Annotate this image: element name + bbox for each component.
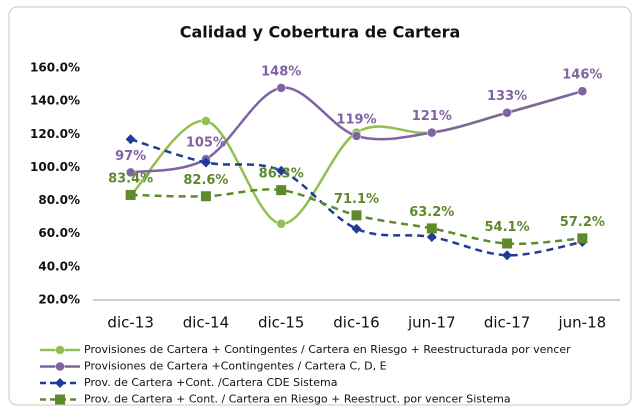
y-tick-label: 40.0% [38, 259, 80, 273]
x-tick-label: jun-17 [407, 314, 456, 332]
point [201, 116, 211, 126]
data-label: 119% [336, 112, 376, 127]
legend-marker [55, 361, 65, 372]
point [577, 86, 588, 96]
x-tick-label: dic-14 [183, 314, 229, 332]
point [502, 250, 513, 261]
x-tick-label: jun-18 [558, 314, 607, 332]
legend-label: Prov. de Cartera +Cont. /Cartera CDE Sis… [84, 376, 337, 389]
point [427, 127, 437, 138]
y-tick-label: 140.0% [30, 94, 80, 108]
point [426, 232, 437, 243]
data-label: 83.4% [108, 171, 153, 186]
point [426, 223, 437, 234]
data-label: 71.1% [334, 192, 379, 207]
data-label: 54.1% [485, 220, 530, 235]
data-label: 82.6% [183, 173, 228, 188]
point [502, 107, 512, 118]
point [125, 189, 136, 200]
y-tick-label: 80.0% [38, 193, 80, 207]
point [276, 83, 286, 93]
x-tick-label: dic-17 [484, 314, 530, 332]
data-label: 105% [186, 136, 226, 151]
point [351, 223, 362, 234]
data-label: 146% [562, 68, 602, 83]
chart-frame [8, 6, 632, 406]
data-label: 86.3% [259, 167, 304, 182]
x-tick-label: dic-13 [107, 314, 153, 332]
y-tick-label: 160.0% [30, 61, 80, 75]
y-tick-label: 120.0% [30, 127, 80, 141]
legend-marker [55, 378, 65, 388]
legend-marker [55, 345, 65, 355]
data-label: 57.2% [560, 215, 605, 230]
legend-label: Provisiones de Cartera +Contingentes / C… [84, 360, 387, 373]
data-label: 97% [115, 149, 146, 164]
point [200, 157, 211, 168]
point [351, 131, 362, 141]
y-tick-label: 20.0% [38, 293, 80, 307]
data-label: 63.2% [409, 205, 454, 220]
point [502, 238, 513, 249]
legend-label: Provisiones de Cartera + Contingentes / … [84, 343, 571, 356]
point [577, 233, 588, 244]
point [276, 219, 286, 229]
legend-marker [55, 394, 65, 405]
point [125, 167, 136, 178]
chart-title: Calidad y Cobertura de Cartera [180, 23, 461, 42]
x-tick-label: dic-16 [333, 314, 379, 332]
y-tick-label: 100.0% [30, 160, 80, 174]
data-label: 121% [412, 109, 452, 124]
y-tick-label: 60.0% [38, 226, 80, 240]
data-label: 148% [261, 64, 301, 79]
point [276, 165, 287, 176]
point [351, 210, 362, 221]
point [200, 191, 211, 202]
point [125, 134, 136, 145]
data-label: 133% [487, 89, 527, 104]
x-tick-label: dic-15 [258, 314, 304, 332]
point [276, 185, 287, 196]
legend-label: Prov. de Cartera + Cont. / Cartera en Ri… [84, 393, 511, 406]
